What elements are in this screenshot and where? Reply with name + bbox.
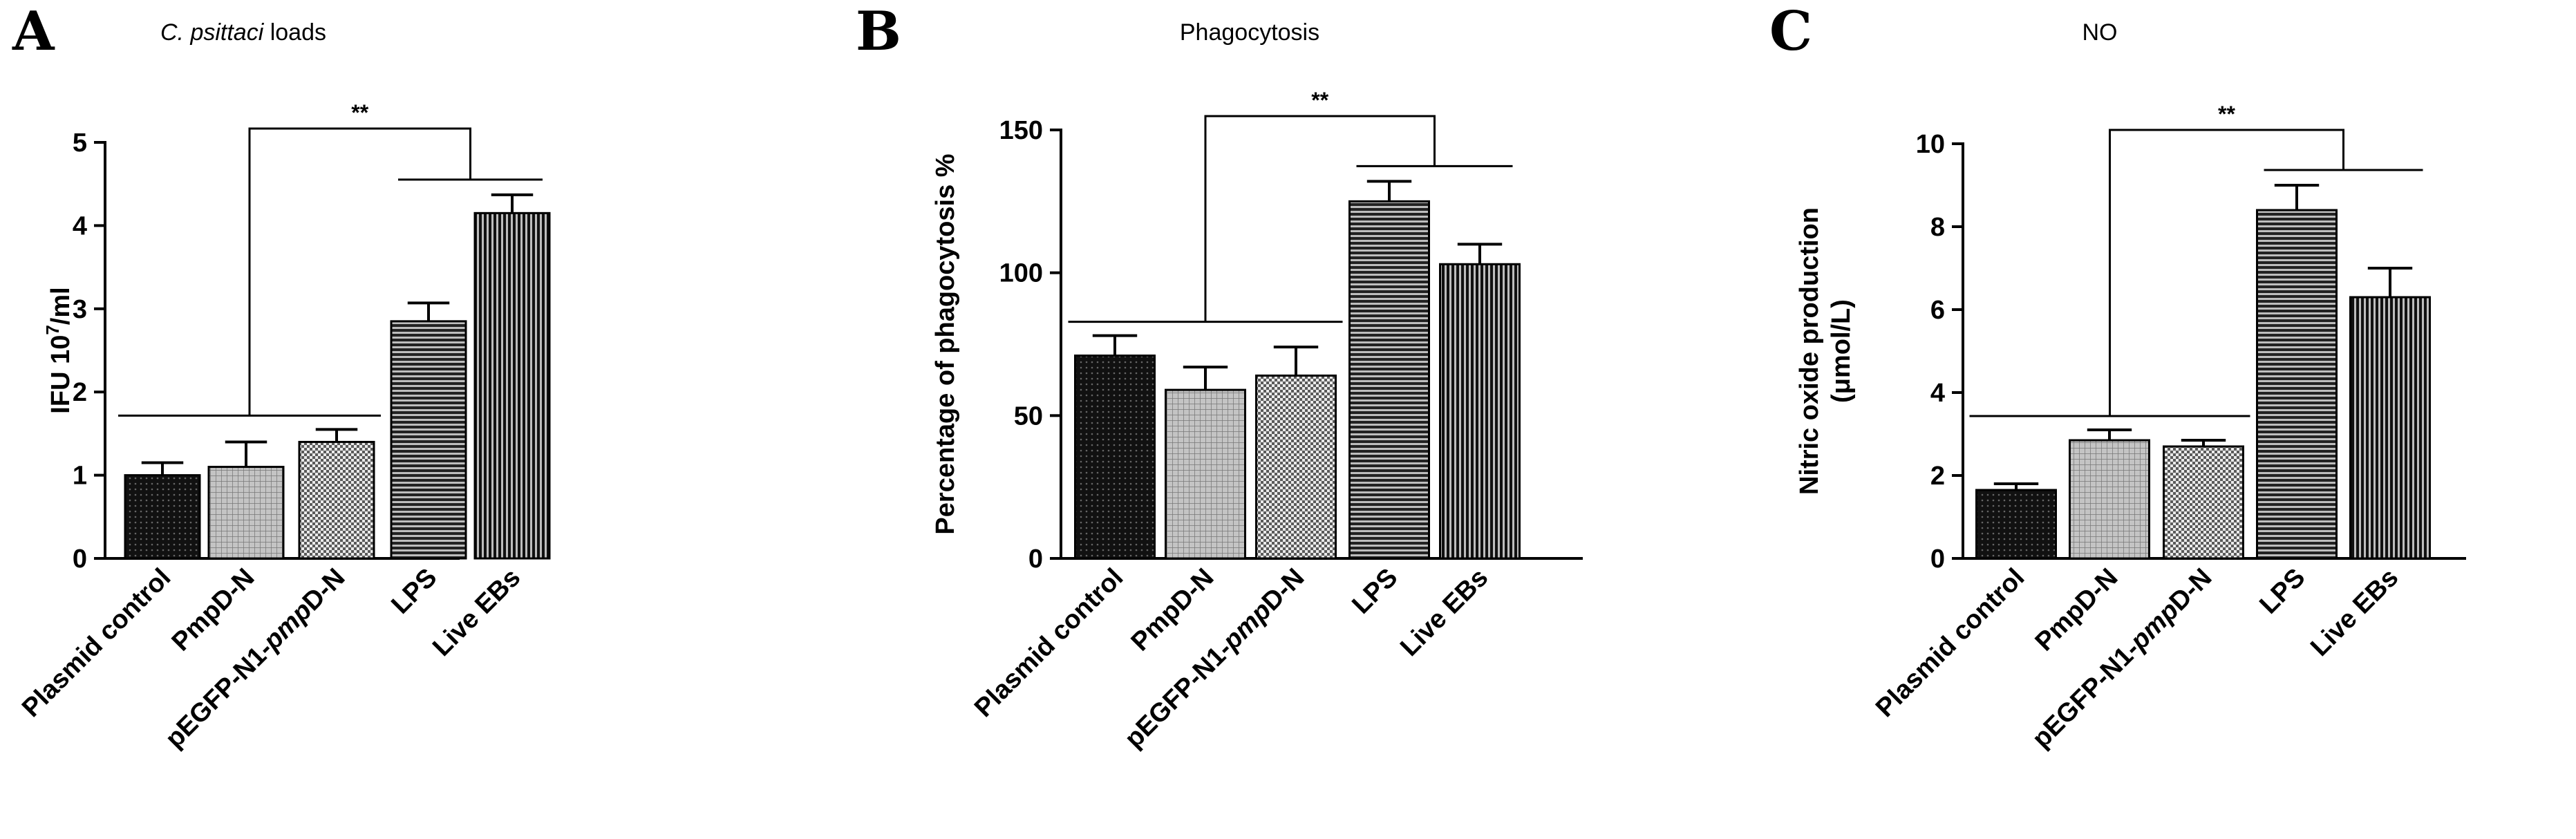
x-category-label: pEGFP-N1-pmpD-N	[2027, 563, 2217, 754]
bar	[1439, 263, 1521, 560]
y-tick-label: 8	[1930, 213, 1945, 242]
panel-letter: B	[856, 0, 901, 63]
y-axis-label: Percentage of phagocytosis %	[931, 153, 960, 534]
y-tick-label: 2	[73, 378, 87, 407]
x-category-label: Plasmid control	[17, 563, 176, 723]
chart-title: NO	[2083, 19, 2118, 46]
y-tick-label: 1	[73, 462, 87, 491]
bar	[1165, 388, 1246, 560]
significance-label: **	[1311, 88, 1328, 113]
x-category-label: LPS	[1346, 563, 1403, 620]
y-tick-label: 5	[73, 129, 87, 158]
x-category-label: pEGFP-N1-pmpD-N	[160, 563, 350, 754]
chart-title: Phagocytosis	[1180, 19, 1319, 46]
bar	[390, 320, 467, 560]
y-tick-label: 3	[73, 295, 87, 324]
bar	[2256, 209, 2338, 560]
x-category-label: Plasmid control	[1870, 563, 2030, 723]
y-axis-label: Nitric oxide production (μmol/L)	[1795, 207, 1856, 495]
y-tick-label: 4	[1930, 379, 1945, 408]
y-tick-label: 6	[1930, 296, 1945, 325]
bar	[1074, 355, 1156, 560]
bar	[207, 466, 285, 560]
bar	[1348, 200, 1430, 560]
x-category-label: Plasmid control	[969, 563, 1129, 723]
significance-label: **	[351, 100, 368, 125]
y-tick-label: 0	[1930, 545, 1945, 574]
significance-connector	[2109, 129, 2344, 416]
y-tick-label: 0	[1028, 545, 1043, 574]
x-category-label: LPS	[386, 563, 442, 620]
y-tick-label: 0	[73, 545, 87, 574]
chart-panel-c: C NO 0 2 4 6 8 10 Nitric oxide production (μmol/L…	[1769, 0, 2466, 754]
y-axis-label: IFU 107/ml	[42, 287, 75, 413]
y-tick-label: 2	[1930, 462, 1945, 491]
chart-title: C. psittaci loads	[160, 19, 326, 46]
chart-panel-a: A C. psittaci loads 0 1 2 3 4 5 IFU 107/ml Plasmi…	[12, 0, 551, 754]
bar	[2163, 445, 2244, 560]
bar	[1975, 489, 2057, 560]
x-category-label: pEGFP-N1-pmpD-N	[1119, 563, 1310, 754]
x-category-label: PmpD-N	[2030, 563, 2124, 657]
x-category-label: LPS	[2254, 563, 2311, 620]
y-tick-label: 50	[1014, 402, 1043, 431]
y-tick-label: 150	[999, 116, 1043, 145]
x-category-label: PmpD-N	[1126, 563, 1220, 657]
bar	[1255, 374, 1337, 560]
significance-label: **	[2218, 102, 2235, 126]
bar	[473, 211, 551, 560]
x-category-label: Live EBs	[1395, 563, 1494, 662]
bar	[124, 474, 201, 560]
y-tick-label: 4	[73, 211, 87, 241]
x-category-label: PmpD-N	[167, 563, 261, 657]
x-category-label: Live EBs	[2305, 563, 2404, 662]
chart-panel-b: B Phagocytosis 0 50 100 150 Percentage of phag…	[856, 0, 1583, 754]
significance-connector	[248, 127, 471, 416]
bar	[298, 440, 375, 560]
x-category-label: Live EBs	[427, 563, 526, 662]
bar	[2349, 296, 2431, 560]
y-tick-label: 100	[999, 259, 1043, 288]
panel-letter: C	[1769, 0, 1812, 63]
significance-connector	[1204, 115, 1436, 322]
y-tick-label: 10	[1916, 130, 1945, 159]
bar	[2069, 439, 2150, 560]
panel-letter: A	[12, 0, 55, 63]
